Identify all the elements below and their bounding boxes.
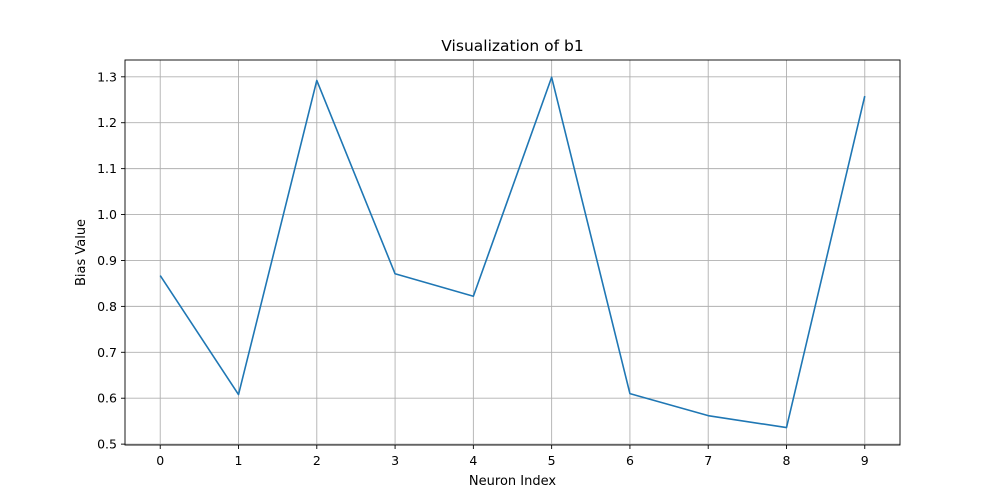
- plot-frame: [124, 59, 901, 446]
- y-tick-label: 0.7: [97, 345, 117, 360]
- y-tick-label: 0.5: [97, 437, 117, 452]
- x-tick-label: 1: [235, 453, 243, 468]
- x-tick-label: 7: [704, 453, 712, 468]
- x-tick-label: 5: [548, 453, 556, 468]
- grid: [125, 60, 900, 445]
- y-tick-label: 0.6: [97, 391, 117, 406]
- x-tick-label: 8: [783, 453, 791, 468]
- y-tick-label: 0.9: [97, 253, 117, 268]
- y-tick-label: 1.0: [97, 207, 117, 222]
- x-tick-label: 6: [626, 453, 634, 468]
- y-axis-label: Bias Value: [74, 219, 89, 286]
- x-tick-label: 2: [313, 453, 321, 468]
- x-tick-label: 0: [156, 453, 164, 468]
- series: [159, 76, 866, 429]
- x-tick-label: 9: [861, 453, 869, 468]
- y-tick-label: 1.3: [97, 69, 117, 84]
- series-line: [159, 76, 866, 429]
- y-tick-label: 1.2: [97, 115, 117, 130]
- y-tick-label: 1.1: [97, 161, 117, 176]
- chart-title: Visualization of b1: [441, 37, 583, 55]
- ticks: 0 1 2 3 4 5 6 7 8 9 0.5 0.6 0.7 0.8 0.9 1.0 1.1 1.2 1.3: [97, 69, 869, 468]
- x-tick-label: 4: [469, 453, 477, 468]
- x-axis-label: Neuron Index: [469, 474, 556, 489]
- y-tick-label: 0.8: [97, 299, 117, 314]
- x-tick-label: 3: [391, 453, 399, 468]
